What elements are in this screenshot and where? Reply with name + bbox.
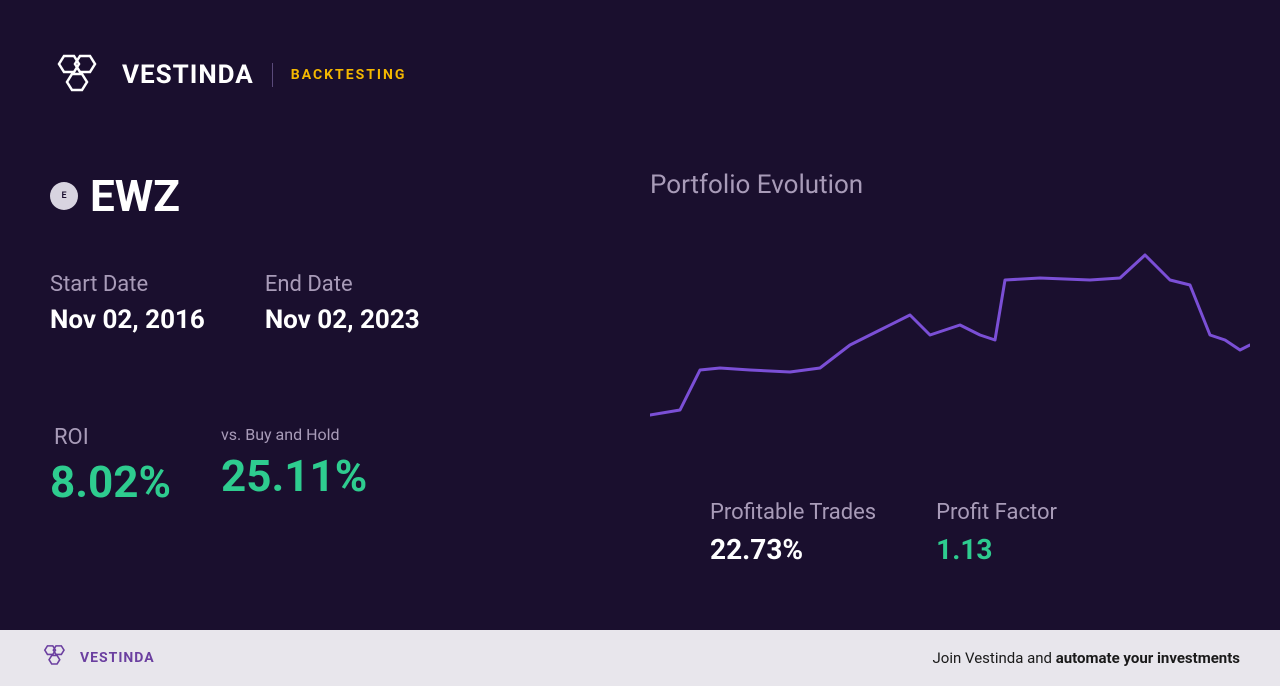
profitable-trades-label: Profitable Trades — [710, 500, 876, 525]
page-label: BACKTESTING — [291, 67, 407, 83]
footer-brand-name: VESTINDA — [80, 650, 155, 666]
metrics-row: ROI 8.02% vs. Buy and Hold 25.11% — [50, 425, 590, 508]
profit-factor-label: Profit Factor — [936, 500, 1057, 525]
footer: VESTINDA Join Vestinda and automate your… — [0, 630, 1280, 686]
roi-value: 8.02% — [50, 456, 171, 508]
profit-factor-block: Profit Factor 1.13 — [936, 500, 1057, 566]
footer-cta[interactable]: Join Vestinda and automate your investme… — [933, 649, 1241, 667]
ticker-badge-icon: E — [50, 182, 78, 210]
right-column: Portfolio Evolution Profitable Trades 22… — [650, 170, 1250, 566]
footer-cta-bold: automate your investments — [1056, 649, 1240, 667]
start-date-value: Nov 02, 2016 — [50, 305, 205, 335]
date-row: Start Date Nov 02, 2016 End Date Nov 02,… — [50, 272, 590, 335]
chart-title: Portfolio Evolution — [650, 170, 1250, 200]
end-date-value: Nov 02, 2023 — [265, 305, 420, 335]
roi-block: ROI 8.02% — [50, 425, 171, 508]
main-content: E EWZ Start Date Nov 02, 2016 End Date N… — [0, 100, 1280, 566]
header: VESTINDA BACKTESTING — [0, 0, 1280, 100]
profit-factor-value: 1.13 — [936, 533, 1057, 566]
footer-cta-prefix: Join Vestinda and — [933, 649, 1056, 667]
profitable-trades-value: 22.73% — [710, 533, 876, 566]
ticker-badge-letter: E — [61, 191, 66, 201]
brand-name: VESTINDA — [122, 60, 254, 90]
vestinda-footer-logo-icon — [40, 642, 72, 674]
vestinda-logo-icon — [50, 50, 110, 100]
profitable-trades-block: Profitable Trades 22.73% — [710, 500, 876, 566]
right-metrics-row: Profitable Trades 22.73% Profit Factor 1… — [650, 500, 1250, 566]
left-column: E EWZ Start Date Nov 02, 2016 End Date N… — [50, 170, 590, 566]
start-date-block: Start Date Nov 02, 2016 — [50, 272, 205, 335]
vs-label: vs. Buy and Hold — [221, 425, 367, 444]
vs-value: 25.11% — [221, 450, 367, 502]
vs-block: vs. Buy and Hold 25.11% — [221, 425, 367, 508]
end-date-label: End Date — [265, 272, 420, 297]
portfolio-chart — [650, 240, 1250, 440]
header-divider — [272, 63, 273, 87]
ticker-symbol: EWZ — [90, 170, 180, 222]
start-date-label: Start Date — [50, 272, 205, 297]
brand-logo-group[interactable]: VESTINDA — [50, 50, 254, 100]
end-date-block: End Date Nov 02, 2023 — [265, 272, 420, 335]
footer-logo-group[interactable]: VESTINDA — [40, 642, 155, 674]
roi-label: ROI — [50, 425, 171, 450]
ticker-row: E EWZ — [50, 170, 590, 222]
